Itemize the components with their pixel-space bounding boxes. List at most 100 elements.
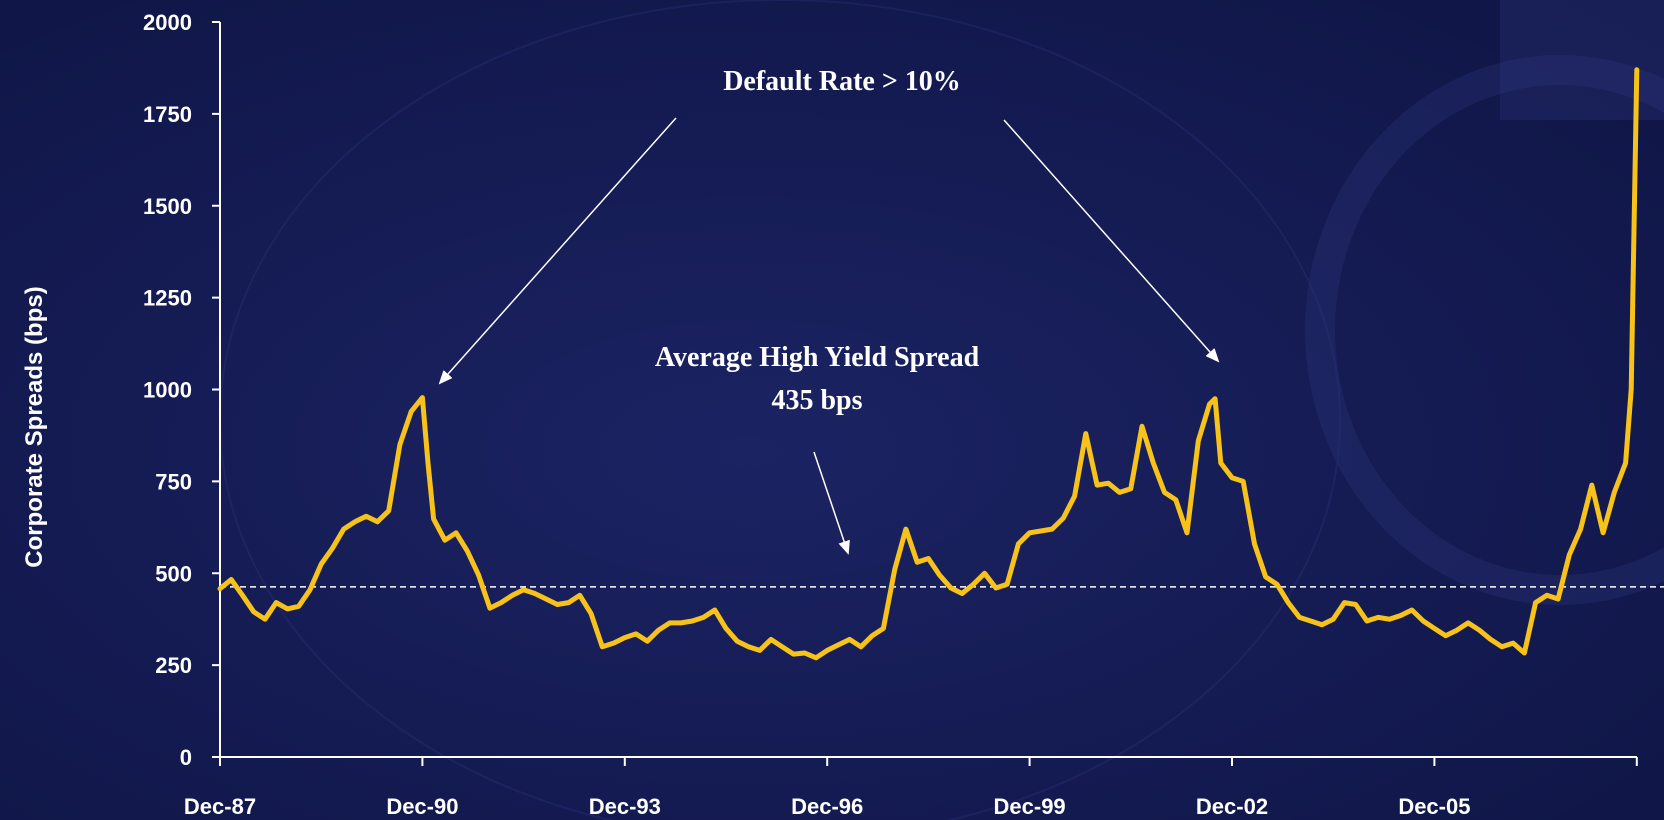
data-point	[398, 443, 402, 447]
data-point	[971, 582, 975, 586]
data-point	[1073, 494, 1077, 498]
data-point	[1320, 623, 1324, 627]
data-point	[1118, 490, 1122, 494]
data-point	[1342, 601, 1346, 605]
data-point	[668, 621, 672, 625]
data-point	[1635, 68, 1639, 72]
y-tick-label: 250	[155, 653, 192, 678]
data-point	[432, 517, 436, 521]
data-point	[218, 587, 222, 591]
data-point	[578, 593, 582, 597]
data-point	[780, 645, 784, 649]
data-point	[1567, 553, 1571, 557]
data-point	[510, 593, 514, 597]
data-point	[848, 637, 852, 641]
data-point	[477, 573, 481, 577]
data-point	[1421, 619, 1425, 623]
data-point	[881, 626, 885, 630]
data-point	[1129, 487, 1133, 491]
y-tick-label: 500	[155, 561, 192, 586]
data-point	[1612, 490, 1616, 494]
data-point	[1309, 619, 1313, 623]
data-point	[375, 520, 379, 524]
x-tick-label: Dec-93	[589, 794, 661, 819]
average-annotation-line1: Average High Yield Spread	[655, 342, 980, 373]
data-point	[1213, 397, 1217, 401]
data-point	[702, 615, 706, 619]
data-point	[567, 601, 571, 605]
data-point	[1050, 527, 1054, 531]
data-point	[555, 603, 559, 607]
data-point	[1264, 575, 1268, 579]
data-point	[893, 568, 897, 572]
data-point	[836, 643, 840, 647]
y-tick-label: 2000	[143, 10, 192, 35]
data-point	[758, 648, 762, 652]
data-point	[319, 562, 323, 566]
x-tick-label: Dec-96	[791, 794, 863, 819]
data-point	[803, 651, 807, 655]
data-point	[1095, 483, 1099, 487]
data-point	[747, 645, 751, 649]
data-point	[1140, 424, 1144, 428]
data-point	[724, 626, 728, 630]
data-point	[297, 604, 301, 608]
data-point	[1039, 529, 1043, 533]
data-point	[713, 608, 717, 612]
x-tick-label: Dec-99	[994, 794, 1066, 819]
data-point	[252, 610, 256, 614]
data-point	[308, 588, 312, 592]
data-point	[1028, 531, 1032, 535]
y-tick-label: 750	[155, 469, 192, 494]
data-point	[623, 636, 627, 640]
data-point	[938, 573, 942, 577]
data-point	[274, 601, 278, 605]
data-point	[522, 588, 526, 592]
y-axis-title: Corporate Spreads (bps)	[21, 286, 48, 567]
data-point	[1432, 626, 1436, 630]
data-point	[1590, 483, 1594, 487]
data-point	[1196, 439, 1200, 443]
data-point	[1387, 617, 1391, 621]
data-point	[600, 645, 604, 649]
data-point	[1106, 481, 1110, 485]
data-point	[1410, 608, 1414, 612]
data-point	[1365, 619, 1369, 623]
y-tick-label: 1750	[143, 102, 192, 127]
data-point	[1208, 402, 1212, 406]
data-point	[870, 634, 874, 638]
data-point	[1534, 601, 1538, 605]
data-point	[926, 557, 930, 561]
data-point	[1084, 432, 1088, 436]
y-tick-label: 1500	[143, 194, 192, 219]
y-tick-label: 0	[180, 745, 192, 770]
data-point	[1511, 641, 1515, 645]
x-tick-label: Dec-87	[184, 794, 256, 819]
data-point	[645, 639, 649, 643]
data-point	[544, 597, 548, 601]
data-point	[1174, 498, 1178, 502]
data-point	[1629, 388, 1633, 392]
data-point	[1151, 461, 1155, 465]
data-point	[769, 637, 773, 641]
data-point	[465, 549, 469, 553]
data-point	[949, 586, 953, 590]
data-point	[1466, 621, 1470, 625]
data-point	[342, 527, 346, 531]
y-tick-label: 1250	[143, 286, 192, 311]
data-point	[859, 645, 863, 649]
data-point	[387, 509, 391, 513]
data-point	[679, 621, 683, 625]
data-point	[792, 652, 796, 656]
data-point	[814, 656, 818, 660]
x-tick-label: Dec-90	[386, 794, 458, 819]
data-point	[1061, 516, 1065, 520]
data-point	[1489, 637, 1493, 641]
data-point	[499, 601, 503, 605]
data-point	[1579, 527, 1583, 531]
data-point	[915, 560, 919, 564]
data-point	[454, 531, 458, 535]
data-point	[1500, 645, 1504, 649]
data-point	[1185, 531, 1189, 535]
